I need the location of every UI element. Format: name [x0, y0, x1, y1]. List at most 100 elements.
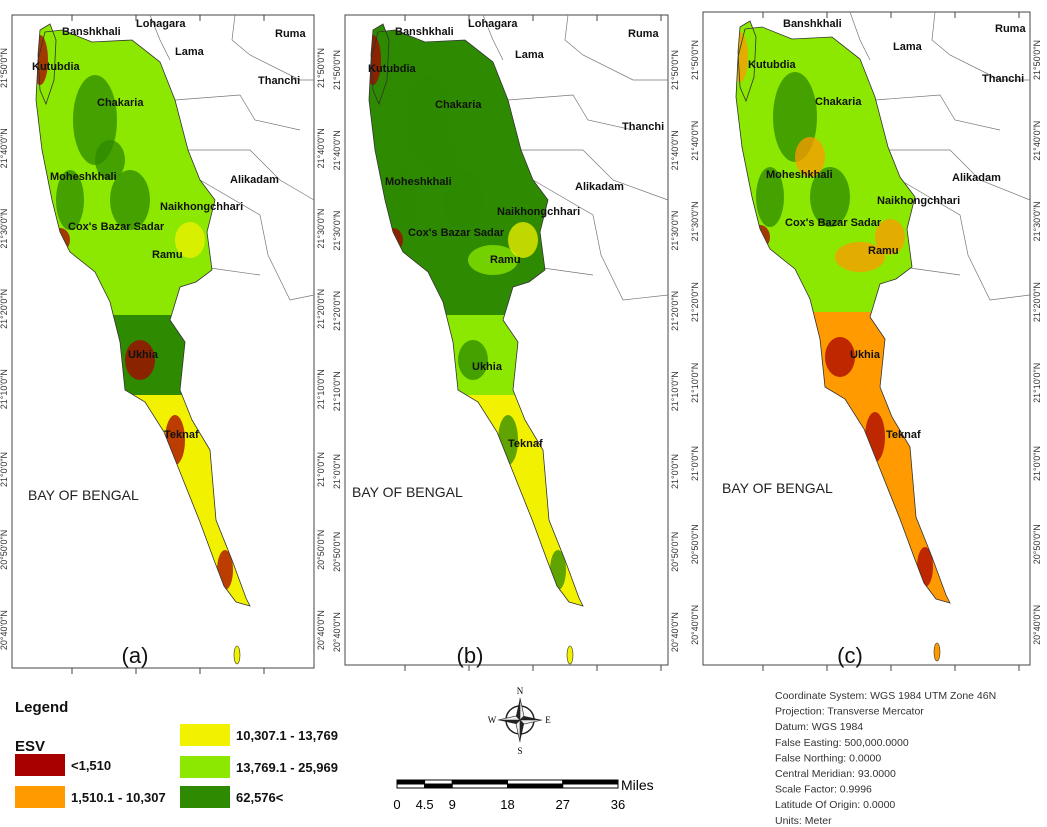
- place-label: Ruma: [995, 23, 1026, 35]
- scale-segment: [508, 784, 563, 788]
- boundary-line: [200, 180, 314, 300]
- projection-line: Coordinate System: WGS 1984 UTM Zone 46N: [775, 690, 996, 702]
- projection-line: Datum: WGS 1984: [775, 721, 863, 733]
- latitude-label: 21°20'0"N: [690, 282, 700, 322]
- place-label: Thanchi: [258, 75, 300, 87]
- legend-swatch: [180, 724, 230, 746]
- place-label: Naikhongchhari: [497, 206, 580, 218]
- projection-line: Central Meridian: 93.0000: [775, 768, 896, 780]
- scale-label: 9: [449, 797, 456, 812]
- place-label: Lohagara: [136, 18, 186, 30]
- latitude-label: 21°10'0"N: [332, 371, 342, 411]
- latitude-label: 21°50'0"N: [690, 40, 700, 80]
- projection-line: Units: Meter: [775, 815, 832, 827]
- boundary-line: [543, 268, 593, 275]
- place-label: Lama: [515, 49, 545, 61]
- latitude-label: 21°50'0"N: [0, 48, 9, 88]
- latitude-label: 21°40'0"N: [0, 128, 9, 168]
- latitude-label: 21°20'0"N: [316, 289, 326, 329]
- place-label: Ruma: [628, 28, 659, 40]
- place-label: Ukhia: [850, 349, 881, 361]
- legend-label: 10,307.1 - 13,769: [236, 728, 338, 743]
- place-label: Banshkhali: [395, 26, 454, 38]
- place-label: Naikhongchhari: [877, 195, 960, 207]
- place-label: Thanchi: [622, 121, 664, 133]
- scale-segment: [563, 780, 618, 784]
- boundary-line: [533, 180, 668, 300]
- latitude-label: 20°50'0"N: [690, 524, 700, 564]
- small-island: [234, 646, 240, 664]
- scale-segment: [452, 784, 507, 788]
- place-label: Moheshkhali: [766, 169, 833, 181]
- latitude-label: 21°30'0"N: [1032, 201, 1042, 241]
- latitude-label: 21°30'0"N: [332, 211, 342, 251]
- latitude-label: 21°10'0"N: [316, 369, 326, 409]
- place-label: Kutubdia: [368, 63, 417, 75]
- district: [703, 12, 1030, 652]
- boundary-line: [850, 12, 870, 60]
- land-patch: [865, 412, 885, 462]
- legend-subtitle: ESV: [15, 738, 45, 755]
- panel-label: (a): [122, 643, 149, 668]
- projection-line: Scale Factor: 0.9996: [775, 784, 872, 796]
- district: [12, 15, 314, 655]
- latitude-label: 20°40'0"N: [332, 612, 342, 652]
- district: [345, 15, 668, 655]
- boundary-line: [910, 268, 960, 275]
- latitude-label: 20°40'0"N: [670, 612, 680, 652]
- land-fill: [345, 315, 668, 395]
- boundary-line: [210, 268, 260, 275]
- place-label: Kutubdia: [32, 61, 81, 73]
- place-label: Kutubdia: [748, 59, 797, 71]
- place-label: Cox's Bazar Sadar: [785, 217, 882, 229]
- latitude-label: 20°40'0"N: [0, 610, 9, 650]
- latitude-label: 21°0'0"N: [670, 454, 680, 489]
- latitude-label: 20°50'0"N: [332, 532, 342, 572]
- legend-label: 1,510.1 - 10,307: [71, 790, 166, 805]
- place-label: Alikadam: [952, 172, 1001, 184]
- boundary-line: [875, 95, 1000, 130]
- place-label: Moheshkhali: [385, 176, 452, 188]
- latitude-label: 21°40'0"N: [670, 130, 680, 170]
- projection-line: False Northing: 0.0000: [775, 752, 881, 764]
- boundary-line: [175, 95, 300, 130]
- land-patch: [458, 340, 488, 380]
- latitude-label: 21°50'0"N: [1032, 40, 1042, 80]
- land-patch: [428, 140, 458, 180]
- panel-label: (b): [457, 643, 484, 668]
- place-label: Banshkhali: [783, 18, 842, 30]
- boundary-line: [565, 15, 668, 80]
- land-patch: [32, 35, 48, 85]
- latitude-label: 21°50'0"N: [332, 50, 342, 90]
- legend-swatch: [15, 786, 65, 808]
- figure: Legend ESV BanshkhaliLohagaraLamaRumaKut…: [0, 0, 1047, 827]
- boundary-line: [232, 15, 314, 80]
- scale-segment: [397, 780, 425, 784]
- latitude-label: 21°30'0"N: [316, 209, 326, 249]
- latitude-label: 21°20'0"N: [1032, 282, 1042, 322]
- latitude-label: 21°40'0"N: [316, 128, 326, 168]
- place-label: Lama: [175, 46, 205, 58]
- place-label: Cox's Bazar Sadar: [68, 221, 165, 233]
- legend-swatch: [180, 786, 230, 808]
- place-label: Banshkhali: [62, 26, 121, 38]
- latitude-label: 21°40'0"N: [332, 130, 342, 170]
- legend-label: 62,576<: [236, 790, 284, 805]
- latitude-label: 20°50'0"N: [0, 530, 9, 570]
- land-patch: [365, 35, 381, 85]
- latitude-label: 21°10'0"N: [690, 363, 700, 403]
- latitude-label: 20°50'0"N: [316, 530, 326, 570]
- scale-label: 0: [393, 797, 400, 812]
- latitude-label: 20°50'0"N: [1032, 524, 1042, 564]
- latitude-label: 21°50'0"N: [670, 50, 680, 90]
- projection-line: Projection: Transverse Mercator: [775, 706, 924, 718]
- place-label: Ramu: [152, 249, 183, 261]
- latitude-label: 21°20'0"N: [332, 291, 342, 331]
- map-panel: BanshkhaliLamaRumaKutubdiaThanchiChakari…: [690, 12, 1042, 671]
- place-label: Naikhongchhari: [160, 201, 243, 213]
- scale-segment: [425, 784, 453, 788]
- place-label: Chakaria: [97, 97, 144, 109]
- scale-segment: [425, 780, 453, 784]
- legend-label: 13,769.1 - 25,969: [236, 760, 338, 775]
- place-label: Teknaf: [886, 429, 921, 441]
